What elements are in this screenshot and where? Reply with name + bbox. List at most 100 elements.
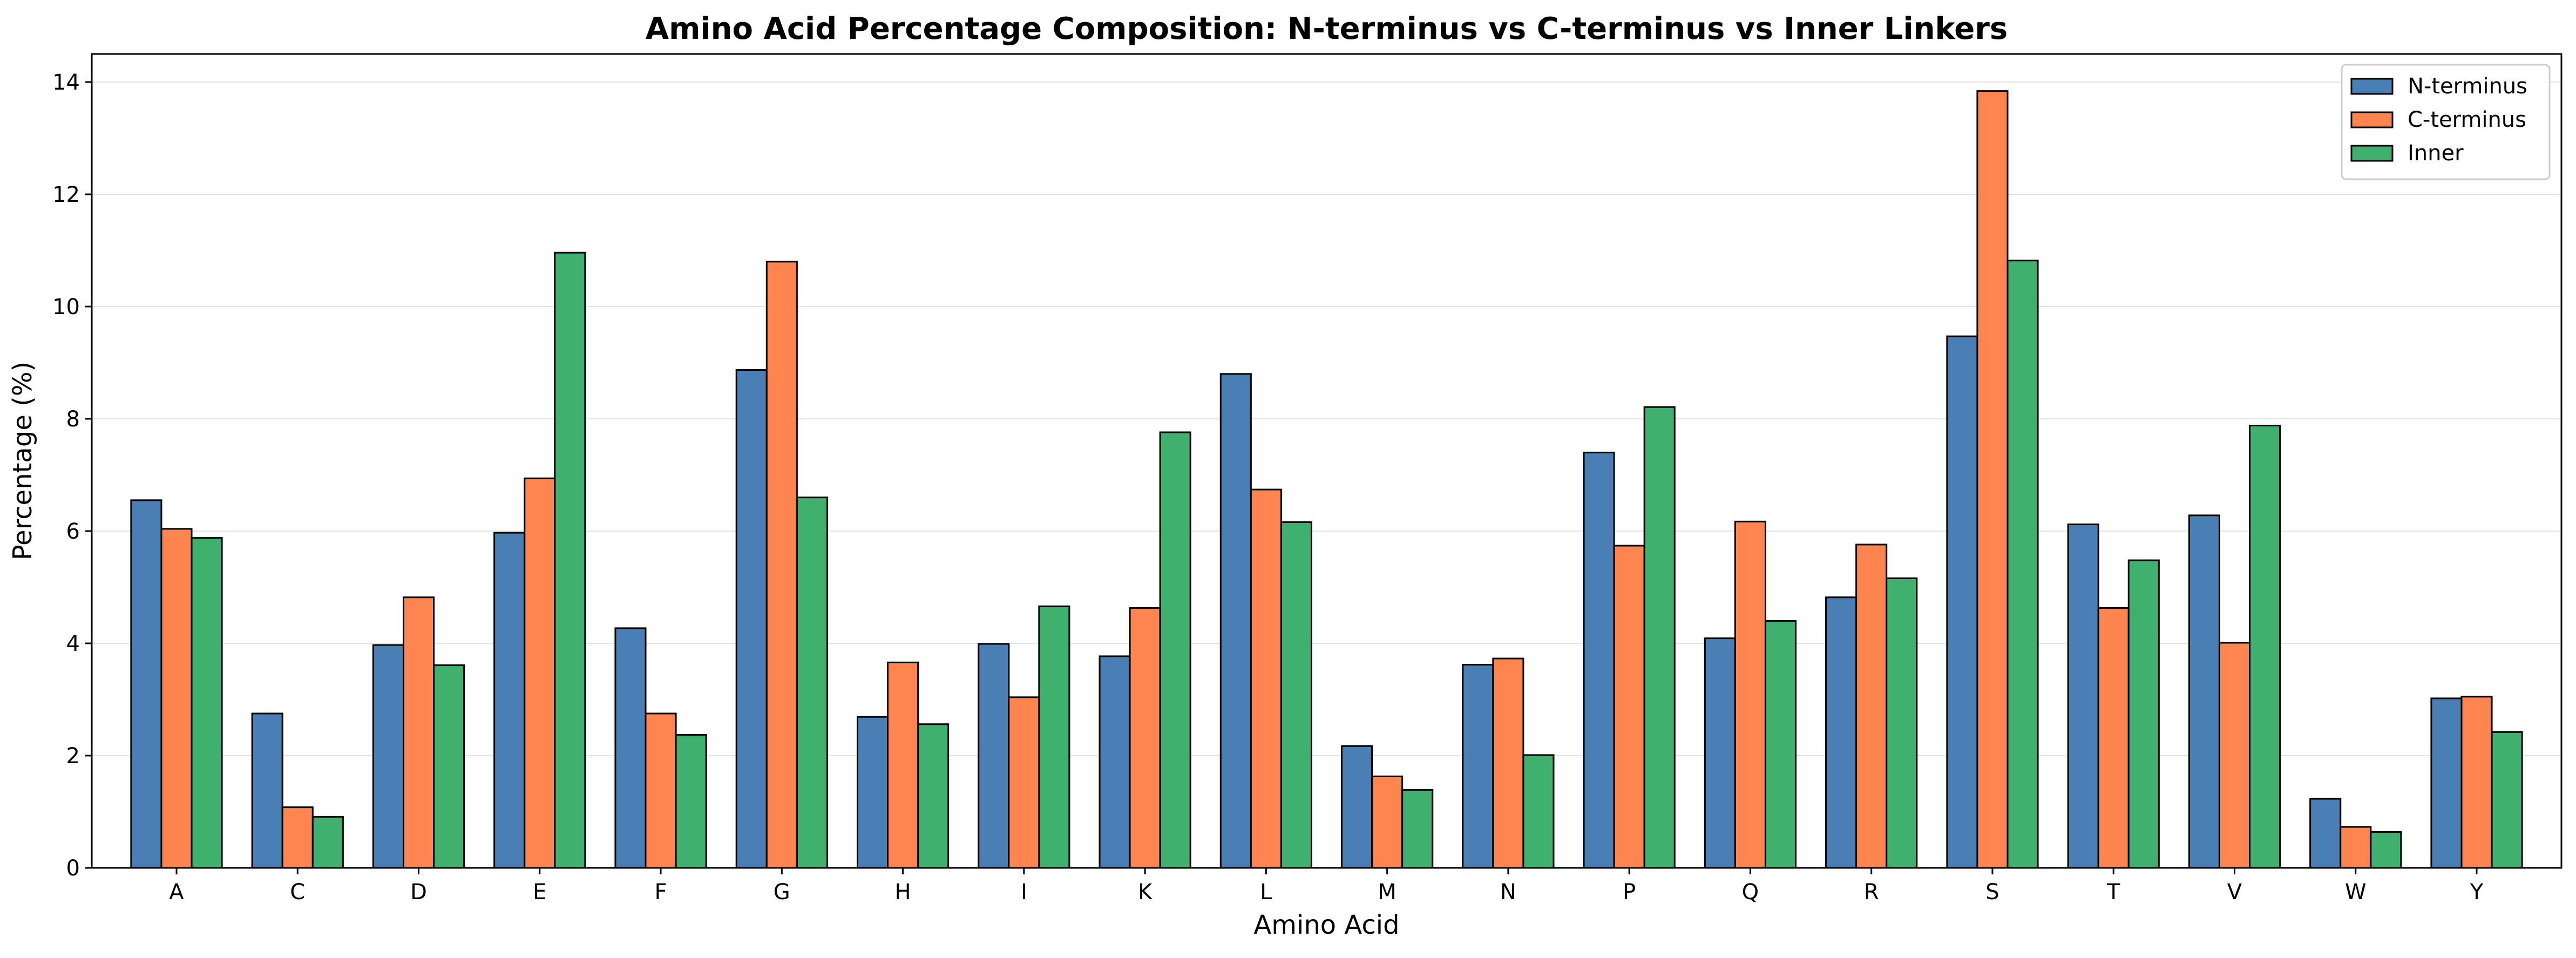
bar-c-terminus-E: [524, 477, 556, 869]
bar-inner-D: [433, 664, 465, 869]
bar-c-terminus-V: [2218, 642, 2251, 869]
bar-n-terminus-K: [1099, 655, 1131, 869]
axes: [91, 53, 2563, 869]
x-tick-label: G: [774, 880, 790, 905]
ticks: 0 2 4 6 8 10 12 14 A C D E F G H I K L M N P Q R S T V W Y: [52, 70, 2484, 905]
x-tick-label: E: [533, 880, 546, 905]
legend: N-terminus C-terminus Inner: [2341, 64, 2551, 180]
bar-inner-Y: [2491, 731, 2523, 869]
bar-inner-A: [191, 536, 223, 869]
x-tick-label: T: [2106, 880, 2120, 905]
y-tick-label: 2: [66, 744, 80, 769]
bar-inner-C: [311, 816, 344, 869]
x-tick-label: S: [1985, 880, 1999, 905]
plot-frame: [91, 53, 2563, 869]
bar-n-terminus-P: [1583, 451, 1615, 869]
legend-label-n-terminus: N-terminus: [2408, 74, 2527, 99]
bar-c-terminus-A: [160, 528, 193, 869]
bar-n-terminus-T: [2067, 524, 2099, 869]
bar-inner-F: [675, 734, 707, 869]
bar-n-terminus-F: [614, 627, 647, 869]
y-tick-label: 6: [66, 519, 80, 544]
bar-inner-S: [2006, 260, 2039, 869]
bar-inner-N: [1522, 754, 1555, 869]
legend-swatch-inner: [2350, 145, 2394, 162]
bar-n-terminus-Q: [1704, 637, 1736, 869]
bar-n-terminus-L: [1219, 373, 1252, 869]
bar-c-terminus-I: [1008, 696, 1040, 869]
bar-c-terminus-N: [1492, 657, 1524, 869]
bar-n-terminus-D: [372, 644, 404, 869]
y-tick-label: 10: [52, 295, 80, 320]
bar-c-terminus-W: [2340, 826, 2372, 869]
bar-n-terminus-I: [978, 643, 1010, 869]
x-tick-label: Q: [1742, 880, 1759, 905]
bar-inner-W: [2370, 831, 2402, 869]
y-tick-label: 8: [66, 407, 80, 432]
x-tick-label: R: [1864, 880, 1879, 905]
x-tick-label: L: [1260, 880, 1272, 905]
x-tick-label: Y: [2470, 880, 2484, 905]
x-tick-label: P: [1623, 880, 1636, 905]
bar-inner-K: [1159, 431, 1191, 869]
bar-inner-Q: [1764, 620, 1797, 869]
x-tick-label: D: [410, 880, 427, 905]
bar-c-terminus-S: [1976, 90, 2009, 869]
bar-inner-R: [1886, 577, 1918, 869]
x-tick-label: A: [169, 880, 184, 905]
bar-inner-T: [2127, 559, 2160, 869]
y-tick-label: 12: [52, 182, 80, 207]
legend-swatch-c-terminus: [2350, 111, 2394, 128]
bar-inner-E: [554, 252, 586, 869]
bar-c-terminus-R: [1855, 543, 1888, 869]
y-axis-label: Percentage (%): [8, 362, 38, 560]
y-tick-label: 0: [66, 856, 80, 881]
bar-c-terminus-H: [887, 661, 919, 869]
x-tick-label: H: [895, 880, 911, 905]
bar-inner-G: [796, 497, 828, 869]
bar-n-terminus-C: [251, 712, 283, 869]
bar-n-terminus-R: [1825, 596, 1858, 869]
bar-inner-P: [1643, 406, 1676, 869]
bars: [130, 90, 2523, 869]
bar-n-terminus-M: [1341, 745, 1373, 869]
bar-n-terminus-W: [2309, 798, 2342, 869]
x-tick-label: W: [2345, 880, 2367, 905]
bar-c-terminus-C: [281, 806, 314, 869]
bar-n-terminus-Y: [2430, 697, 2463, 869]
x-tick-label: V: [2227, 880, 2242, 905]
bar-n-terminus-N: [1462, 664, 1494, 869]
x-tick-label: C: [290, 880, 305, 905]
bar-n-terminus-E: [493, 532, 526, 869]
bar-c-terminus-L: [1250, 488, 1282, 869]
chart-title: Amino Acid Percentage Composition: N-ter…: [646, 11, 2008, 46]
y-tick-label: 14: [52, 70, 80, 95]
bar-n-terminus-H: [856, 716, 889, 869]
bar-c-terminus-Q: [1734, 520, 1766, 869]
bar-inner-I: [1038, 605, 1070, 869]
bar-n-terminus-V: [2188, 514, 2220, 869]
x-tick-label: K: [1138, 880, 1153, 905]
legend-label-c-terminus: C-terminus: [2408, 107, 2526, 132]
x-tick-label: I: [1021, 880, 1027, 905]
x-axis-label: Amino Acid: [1253, 910, 1399, 940]
y-tick-label: 4: [66, 631, 80, 656]
x-tick-label: M: [1378, 880, 1397, 905]
bar-c-terminus-M: [1371, 775, 1404, 869]
bar-n-terminus-S: [1946, 335, 1978, 869]
legend-swatch-n-terminus: [2350, 78, 2394, 95]
bar-c-terminus-P: [1613, 545, 1645, 869]
bar-n-terminus-A: [130, 499, 162, 869]
bar-c-terminus-T: [2097, 607, 2130, 869]
bar-inner-L: [1280, 521, 1312, 869]
bar-c-terminus-D: [402, 596, 435, 869]
bar-inner-V: [2249, 424, 2281, 869]
legend-label-inner: Inner: [2408, 141, 2464, 166]
bar-inner-H: [917, 723, 950, 869]
bar-c-terminus-K: [1129, 607, 1161, 869]
legend-box: [2341, 64, 2551, 180]
bar-c-terminus-G: [765, 261, 798, 869]
bar-c-terminus-F: [645, 712, 677, 869]
